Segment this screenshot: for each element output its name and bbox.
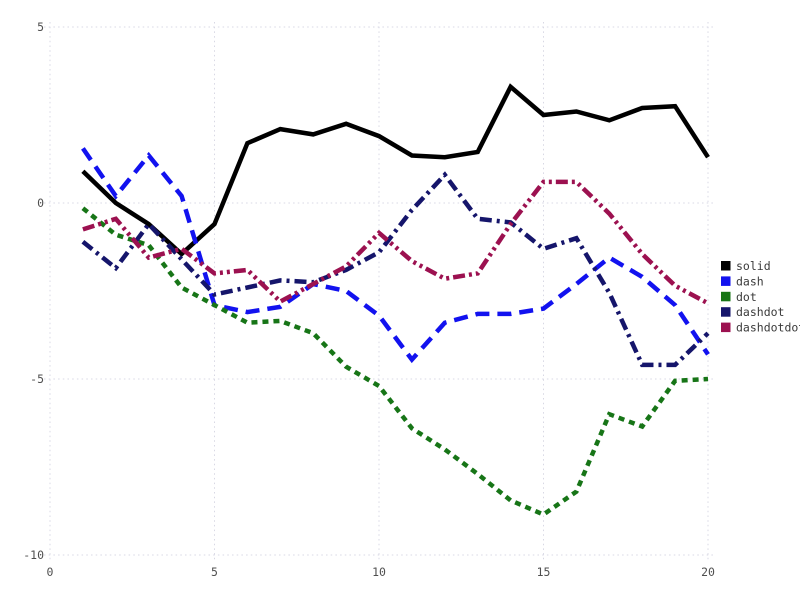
legend-entry-dot: dot <box>721 290 757 304</box>
legend-swatch-dash <box>721 276 731 286</box>
series-lines <box>81 83 710 518</box>
y-tick-label: -10 <box>23 548 44 562</box>
series-dashdotdot-line <box>82 179 710 306</box>
series-dot-line <box>81 206 709 518</box>
series-dashdot-line <box>81 171 710 368</box>
series-solid-line <box>81 83 710 258</box>
legend-swatch-dot <box>721 291 731 302</box>
legend-label-dot: dot <box>736 290 757 304</box>
legend-swatch-solid <box>721 261 731 271</box>
legend-entry-solid: solid <box>721 259 771 273</box>
x-tick-label: 20 <box>701 565 715 579</box>
legend-label-dash: dash <box>736 274 764 288</box>
y-tick-label: -5 <box>30 372 44 386</box>
legend-entry-dashdot: dashdot <box>721 305 784 319</box>
y-tick-label: 0 <box>37 196 44 210</box>
x-tick-label: 5 <box>211 565 218 579</box>
legend-swatch-dashdot <box>721 307 731 317</box>
legend-swatch-dashdotdot <box>721 322 731 333</box>
y-tick-label: 5 <box>37 20 44 34</box>
legend-entry-dash: dash <box>721 274 764 288</box>
x-tick-label: 10 <box>372 565 386 579</box>
x-tick-label: 0 <box>47 565 54 579</box>
x-tick-label: 15 <box>537 565 551 579</box>
series-dash-line <box>81 147 710 364</box>
legend-entry-dashdotdot: dashdotdot <box>721 321 800 335</box>
legend-label-solid: solid <box>736 259 771 273</box>
legend-label-dashdotdot: dashdotdot <box>736 321 800 335</box>
gridlines <box>44 22 714 561</box>
tick-labels: 0 5 10 15 20 -10 -5 0 5 <box>23 20 715 579</box>
legend-label-dashdot: dashdot <box>736 305 784 319</box>
